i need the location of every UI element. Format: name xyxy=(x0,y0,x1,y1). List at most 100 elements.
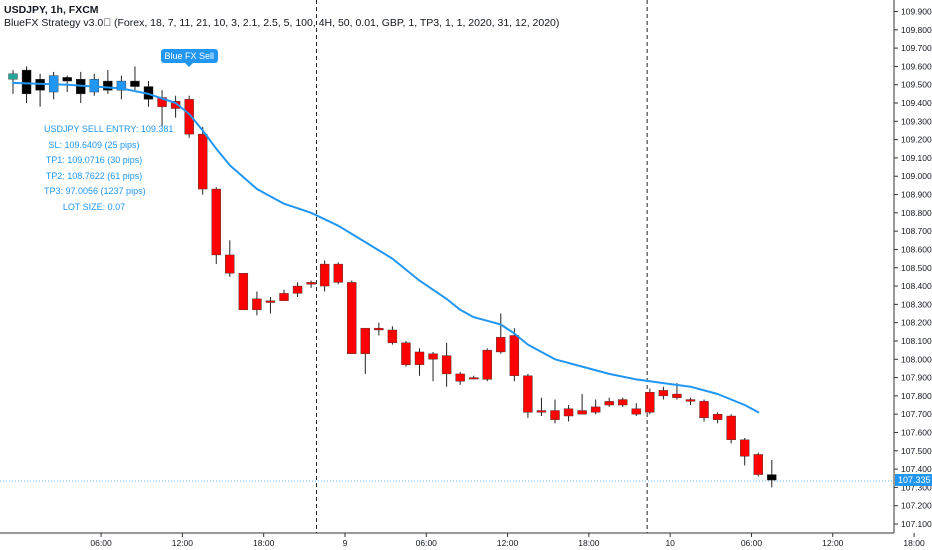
y-tick-label: 109.300 xyxy=(901,116,932,126)
x-tick-label: 06:00 xyxy=(741,538,763,548)
x-tick-label: 12:00 xyxy=(822,538,844,548)
y-tick-label: 107.200 xyxy=(901,501,932,511)
axes xyxy=(0,0,895,534)
candle xyxy=(279,289,289,301)
candle xyxy=(550,399,560,424)
candle-body xyxy=(333,263,343,283)
candle-body xyxy=(455,373,465,382)
y-tick-label: 109.600 xyxy=(901,61,932,71)
candle-body xyxy=(306,282,316,285)
y-tick-label: 107.900 xyxy=(901,373,932,383)
y-tick-label: 107.800 xyxy=(901,391,932,401)
tp3-label: TP3: 97.0056 (1237 pips) xyxy=(44,186,146,196)
candle-body xyxy=(265,300,276,303)
candle xyxy=(699,399,709,422)
candle xyxy=(726,414,736,444)
y-tick-label: 107.600 xyxy=(901,427,932,437)
candle-body xyxy=(441,355,452,375)
y-tick-label: 109.800 xyxy=(901,25,932,35)
candle-body xyxy=(103,80,113,91)
x-tick-label: 06:00 xyxy=(416,538,438,548)
x-tick-label: 18:00 xyxy=(253,538,275,548)
candle-body xyxy=(645,392,655,413)
sell-signal-label: Blue FX Sell xyxy=(160,49,219,68)
candle xyxy=(319,260,330,292)
candle-body xyxy=(8,73,18,80)
candle-body xyxy=(767,474,777,481)
candle xyxy=(89,73,100,96)
candle-body xyxy=(577,410,587,415)
candle xyxy=(469,375,479,380)
candle xyxy=(21,66,32,104)
candle-body xyxy=(604,401,614,406)
candle xyxy=(455,372,465,385)
candle-body xyxy=(319,263,330,287)
sl-label: SL: 109.6409 (25 pips) xyxy=(48,139,140,150)
candle xyxy=(306,280,316,288)
candle xyxy=(238,273,249,311)
trade-info-panel: USDJPY SELL ENTRY: 109.381 SL: 109.6409 … xyxy=(44,122,174,215)
candle-body xyxy=(563,408,574,417)
x-axis-ticks: 06:00 12:00 18:00 9 06:00 12:00 18:00 10 06:00 12… xyxy=(90,533,925,548)
candle xyxy=(577,394,587,415)
candle-body xyxy=(414,351,425,365)
current-price-tag: 107.335 xyxy=(895,473,932,486)
x-tick-label: 18:00 xyxy=(578,538,600,548)
symbol-title: USDJPY, 1h, FXCM xyxy=(4,4,99,16)
candle-body xyxy=(387,329,398,343)
entry-label: USDJPY SELL ENTRY: 109.381 xyxy=(44,124,174,134)
y-tick-label: 108.200 xyxy=(901,318,932,328)
tp1-label: TP1: 109.0716 (30 pips) xyxy=(45,155,143,165)
candle xyxy=(428,351,438,382)
y-tick-label: 107.500 xyxy=(901,446,932,456)
y-tick-label: 109.200 xyxy=(901,135,932,145)
candle-body xyxy=(523,375,533,413)
candle xyxy=(292,282,303,298)
candle xyxy=(225,240,235,277)
indicator-title: BlueFX Strategy v3.0⃣ (Forex, 18, 7, 11,… xyxy=(4,17,560,29)
candle-body xyxy=(590,406,601,413)
candle-body xyxy=(130,80,140,87)
candle-body xyxy=(631,408,641,415)
x-tick-label: 12:00 xyxy=(497,538,519,548)
candle xyxy=(360,327,370,374)
y-tick-label: 109.100 xyxy=(901,153,932,163)
candle xyxy=(509,328,520,382)
candle-body xyxy=(753,454,763,475)
candle xyxy=(184,95,194,138)
candle xyxy=(157,90,167,127)
candle-body xyxy=(292,285,303,294)
candle xyxy=(441,342,452,387)
candle-body xyxy=(116,80,127,91)
y-tick-label: 109.000 xyxy=(901,171,932,181)
candle-body xyxy=(21,69,32,95)
x-tick-label: 10 xyxy=(665,538,675,548)
candle xyxy=(753,452,763,477)
y-axis-ticks: 109.900 109.800 109.700 109.600 109.500 109.4… xyxy=(894,7,932,529)
candle xyxy=(374,322,384,336)
candle-body xyxy=(197,133,208,190)
candle-body xyxy=(347,282,357,354)
candle-body xyxy=(618,399,628,406)
y-tick-label: 107.400 xyxy=(901,464,932,474)
candle-body xyxy=(509,335,520,376)
candle xyxy=(631,403,641,417)
candle-body xyxy=(699,401,709,419)
candle xyxy=(211,187,221,265)
candle xyxy=(347,280,357,354)
candle xyxy=(645,388,655,415)
candle xyxy=(712,412,723,424)
candle xyxy=(482,348,492,382)
y-tick-label: 108.700 xyxy=(901,226,932,236)
x-tick-label: 12:00 xyxy=(172,538,194,548)
candle xyxy=(496,313,506,354)
candle xyxy=(197,126,208,195)
candle xyxy=(523,373,533,418)
candle-body xyxy=(184,99,194,135)
chart-legend: USDJPY, 1h, FXCM BlueFX Strategy v3.0⃣ (… xyxy=(4,4,559,30)
y-tick-label: 107.100 xyxy=(901,519,932,529)
x-tick-label: 9 xyxy=(343,538,348,548)
y-tick-label: 108.100 xyxy=(901,336,932,346)
